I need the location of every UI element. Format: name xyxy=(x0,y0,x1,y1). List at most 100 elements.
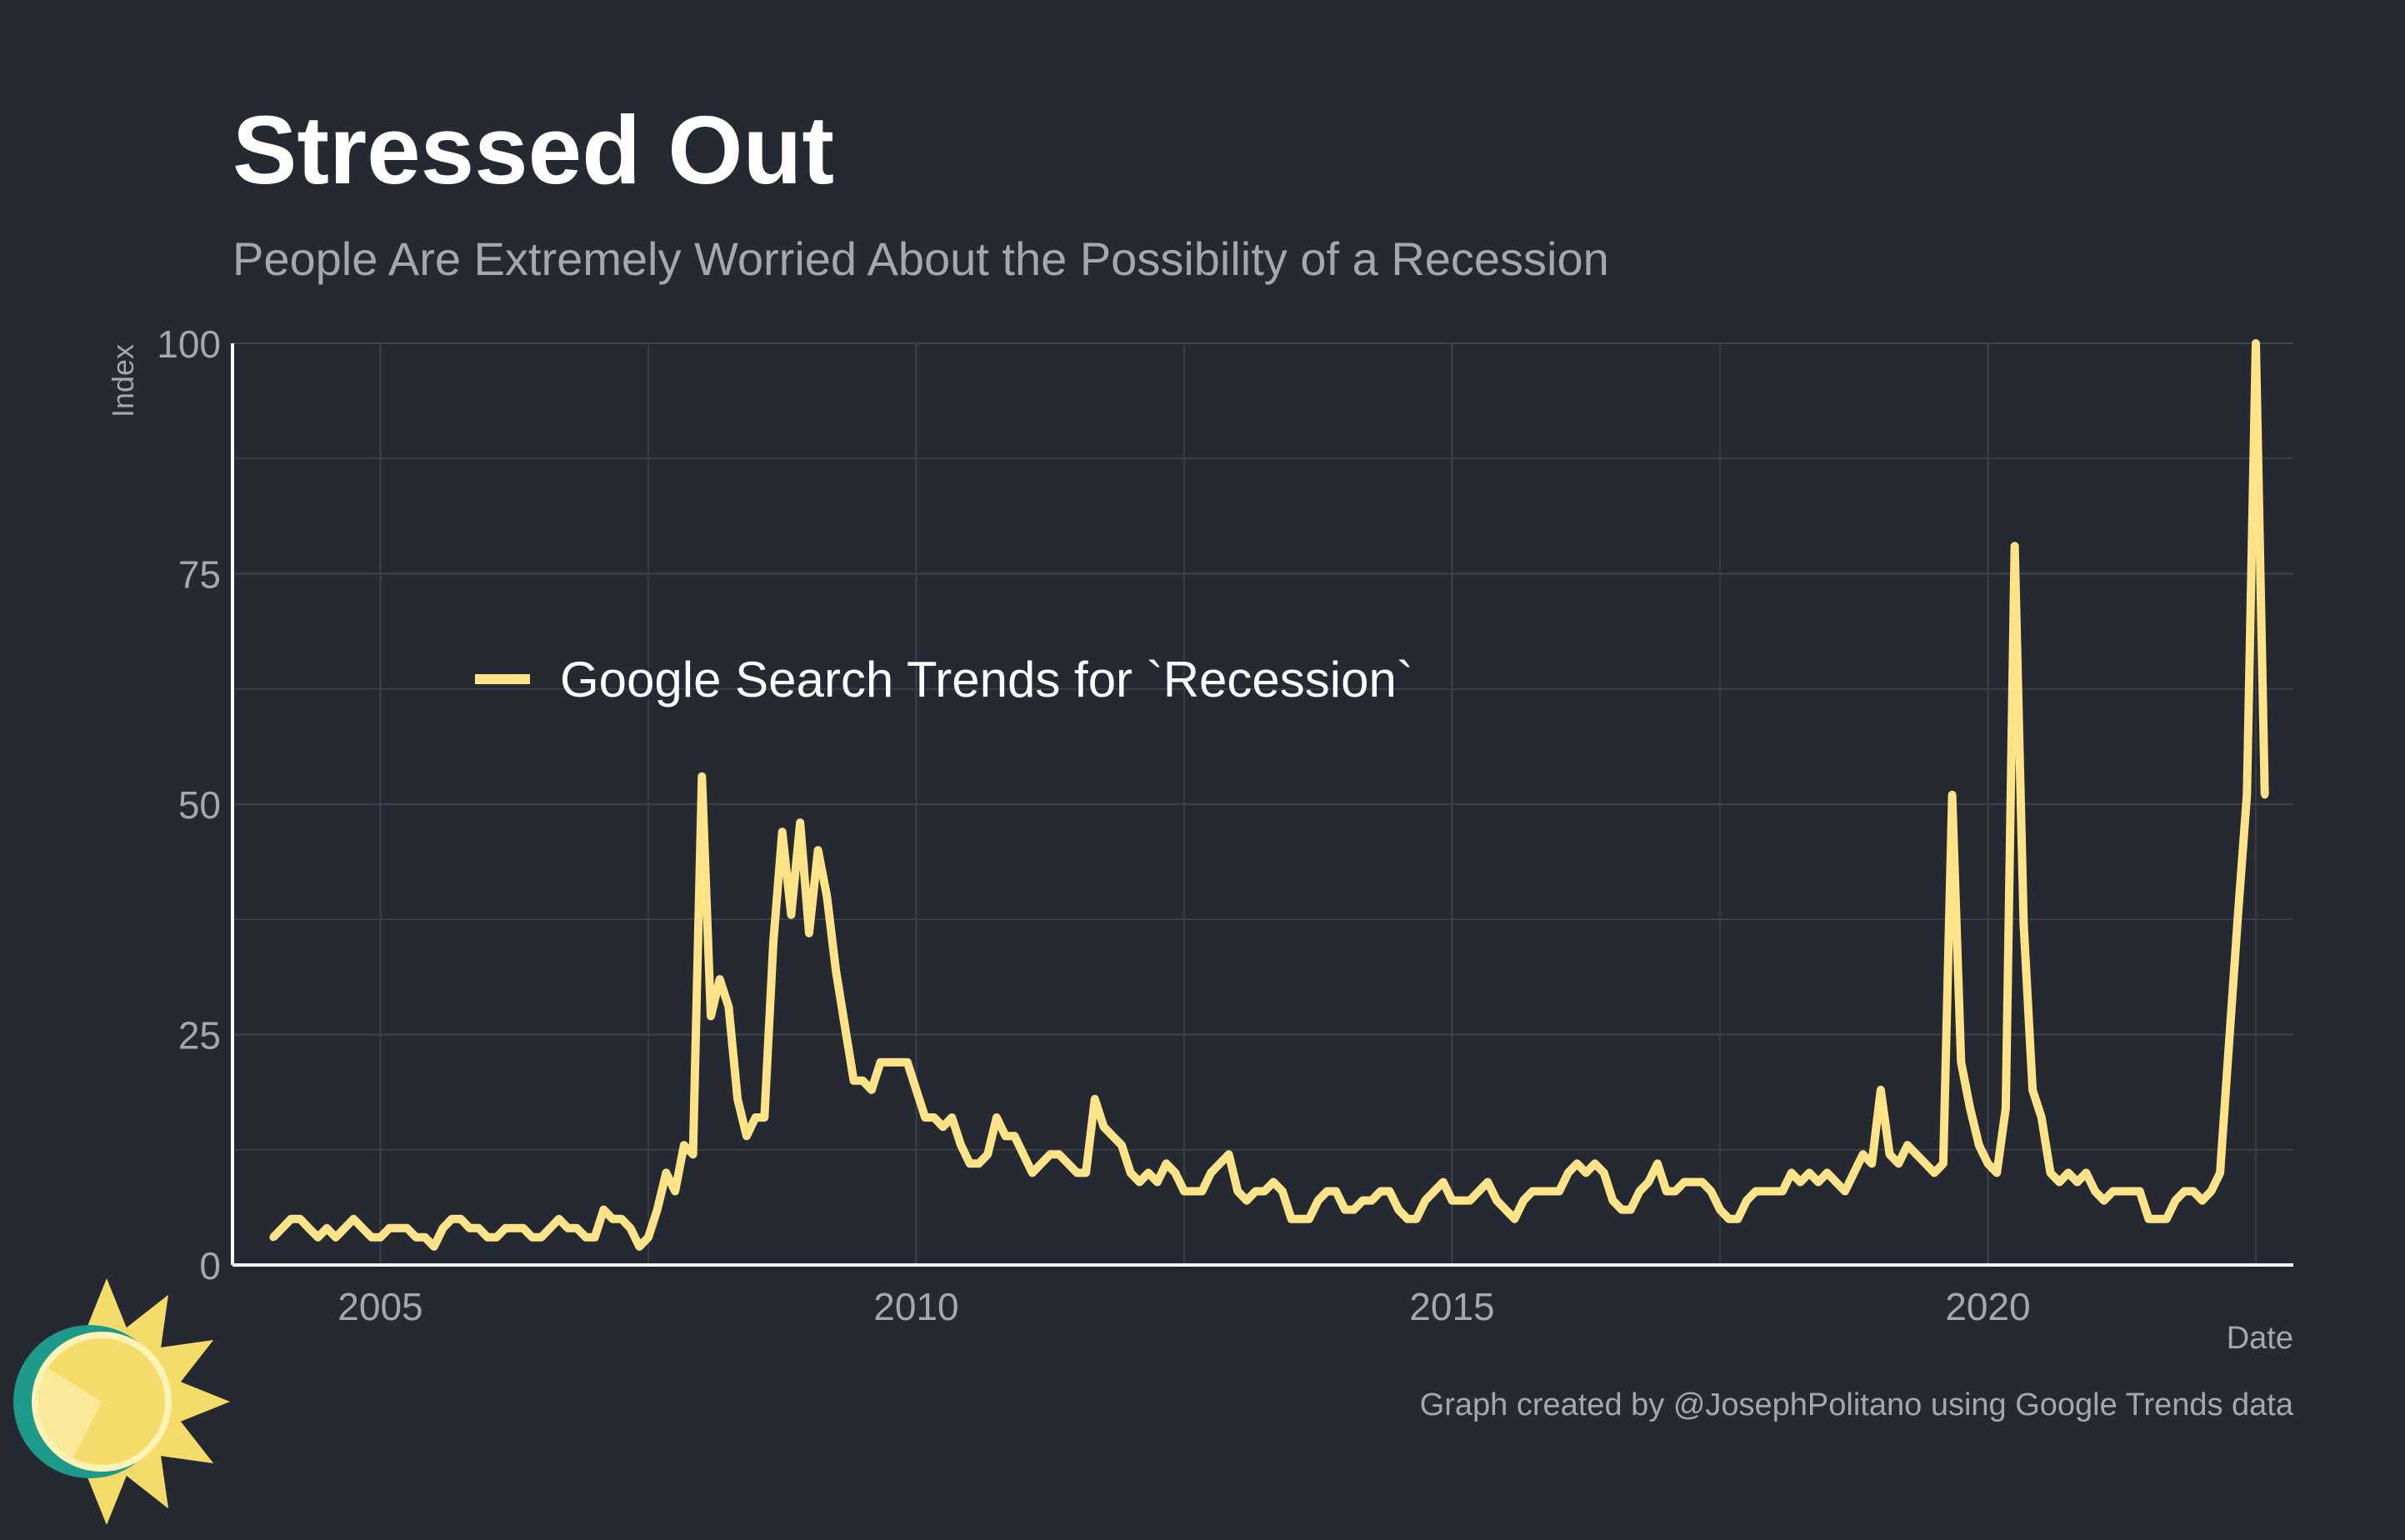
data-point xyxy=(733,1095,742,1103)
data-point xyxy=(716,975,724,983)
data-point xyxy=(868,1086,876,1094)
data-point xyxy=(1038,1159,1045,1168)
data-point xyxy=(1608,1197,1617,1205)
data-point xyxy=(1233,1188,1242,1195)
data-point xyxy=(1153,1178,1162,1186)
data-point xyxy=(1046,1150,1054,1158)
data-point xyxy=(644,1233,652,1242)
data-point xyxy=(269,1233,278,1242)
data-point xyxy=(832,966,840,974)
data-point xyxy=(1573,1159,1581,1168)
y-tick-label: 50 xyxy=(178,783,221,827)
data-point xyxy=(1886,1150,1894,1158)
data-point xyxy=(1278,1188,1287,1195)
data-point xyxy=(368,1233,376,1242)
data-point xyxy=(939,1122,948,1131)
data-point xyxy=(287,1215,295,1223)
data-point xyxy=(2207,1188,2215,1195)
data-point xyxy=(2064,1168,2072,1177)
data-point xyxy=(1350,1206,1358,1214)
data-point xyxy=(1582,1168,1590,1177)
data-point xyxy=(1368,1197,1376,1205)
data-point xyxy=(1877,1086,1885,1094)
data-point xyxy=(1778,1188,1787,1195)
data-point xyxy=(403,1224,412,1232)
data-point xyxy=(1216,1159,1224,1168)
data-point xyxy=(1439,1178,1448,1186)
data-point xyxy=(1242,1197,1251,1205)
y-axis-label: Index xyxy=(106,344,140,418)
sun-shade xyxy=(38,1368,102,1458)
data-point xyxy=(1064,1159,1072,1168)
data-point xyxy=(1386,1188,1393,1195)
data-point xyxy=(2127,1188,2135,1195)
data-point xyxy=(412,1233,420,1242)
data-point xyxy=(707,1012,715,1020)
data-point xyxy=(805,929,813,938)
data-point xyxy=(510,1224,518,1232)
data-point xyxy=(850,1077,858,1085)
data-point xyxy=(2261,791,2269,799)
data-point xyxy=(358,1224,367,1232)
data-point xyxy=(618,1215,626,1223)
data-point xyxy=(2073,1178,2082,1186)
legend-label: Google Search Trends for `Recession` xyxy=(560,652,1413,708)
data-point xyxy=(1912,1150,1921,1158)
data-point xyxy=(537,1233,545,1242)
data-point xyxy=(1448,1197,1456,1205)
data-point xyxy=(322,1224,331,1232)
data-point xyxy=(841,1021,849,1029)
data-point xyxy=(591,1233,599,1242)
data-point xyxy=(332,1233,340,1242)
data-point xyxy=(1752,1188,1760,1195)
data-point xyxy=(1725,1215,1733,1223)
data-point xyxy=(2225,1040,2233,1048)
data-point xyxy=(1519,1197,1528,1205)
data-point xyxy=(1689,1178,1698,1186)
data-point xyxy=(2109,1188,2117,1195)
data-point xyxy=(894,1058,902,1067)
data-point xyxy=(492,1233,501,1242)
data-point xyxy=(599,1206,608,1214)
legend: Google Search Trends for `Recession` xyxy=(475,652,1413,708)
data-point xyxy=(2055,1178,2063,1186)
data-point xyxy=(1662,1188,1671,1195)
data-point xyxy=(1555,1188,1563,1195)
data-point xyxy=(1814,1178,1822,1186)
data-point xyxy=(877,1058,885,1067)
data-point xyxy=(2234,911,2242,919)
data-point xyxy=(394,1224,402,1232)
data-point xyxy=(528,1233,537,1242)
data-point xyxy=(1483,1178,1492,1186)
data-point xyxy=(689,1150,698,1158)
data-point xyxy=(2082,1168,2090,1177)
data-point xyxy=(1948,791,1957,799)
data-point xyxy=(2144,1215,2152,1223)
data-point xyxy=(341,1224,349,1232)
data-point xyxy=(2153,1215,2162,1223)
data-point xyxy=(1430,1188,1438,1195)
data-point xyxy=(1296,1215,1304,1223)
data-point xyxy=(1198,1188,1206,1195)
data-point xyxy=(1769,1188,1778,1195)
data-point xyxy=(966,1159,974,1168)
data-point xyxy=(1984,1159,1992,1168)
data-point xyxy=(296,1215,304,1223)
data-point xyxy=(439,1224,447,1232)
series-points xyxy=(269,339,2269,1251)
data-point xyxy=(1564,1168,1572,1177)
data-point xyxy=(555,1215,563,1223)
data-point xyxy=(1091,1095,1099,1103)
data-point xyxy=(349,1215,358,1223)
data-point xyxy=(814,846,822,854)
data-point xyxy=(858,1077,867,1085)
data-point xyxy=(1957,1058,1965,1067)
data-point xyxy=(1992,1168,2001,1177)
data-point xyxy=(1475,1188,1483,1195)
data-point xyxy=(2002,1104,2010,1112)
data-point xyxy=(1788,1168,1796,1177)
data-point xyxy=(1502,1206,1510,1214)
data-point xyxy=(948,1113,956,1122)
series-line xyxy=(270,339,2269,1251)
